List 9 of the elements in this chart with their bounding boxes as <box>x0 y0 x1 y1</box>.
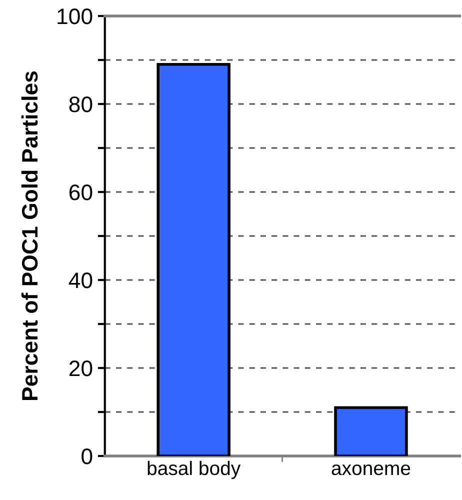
y-tick-label: 100 <box>58 8 92 24</box>
x-tick-label: axoneme <box>332 464 410 476</box>
y-tick-label: 0 <box>82 448 92 464</box>
y-tick-label: 40 <box>68 272 92 288</box>
y-tick-label: 80 <box>69 96 92 112</box>
y-tick-label: 60 <box>69 184 92 200</box>
y-axis-title: Percent of POC1 Gold Particles <box>21 71 38 400</box>
y-tick-label: 20 <box>69 360 92 376</box>
x-tick-label: basal body <box>148 460 241 479</box>
